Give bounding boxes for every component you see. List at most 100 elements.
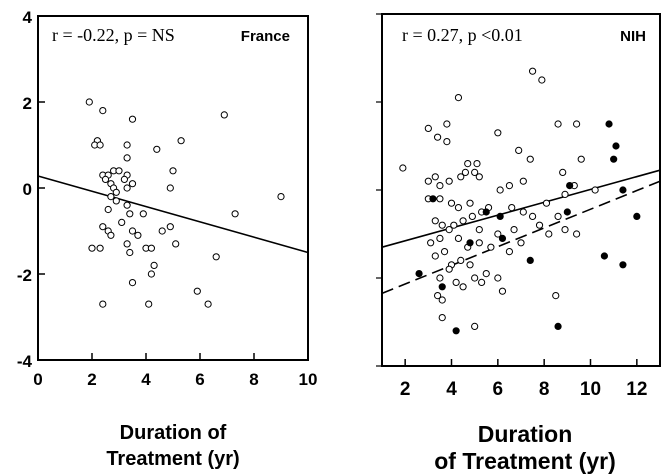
data-point-open-nih xyxy=(577,155,585,163)
data-point-open-nih xyxy=(454,234,463,242)
panel-label-nih: NIH xyxy=(620,28,646,45)
data-point-filled-nih xyxy=(498,234,507,242)
x-tick-label-nih: 2 xyxy=(400,379,411,400)
data-point-open-nih xyxy=(445,226,453,234)
data-point-filled-nih xyxy=(496,212,504,220)
data-point-open-france xyxy=(166,223,174,231)
data-point-open-nih xyxy=(454,204,463,212)
data-point-open-france xyxy=(126,210,134,218)
data-point-open-nih xyxy=(505,182,514,190)
data-point-open-nih xyxy=(461,168,469,176)
data-point-open-nih xyxy=(447,199,456,207)
data-point-open-nih xyxy=(457,173,465,181)
data-point-open-nih xyxy=(573,230,581,238)
data-point-open-france xyxy=(145,300,153,308)
data-point-open-nih xyxy=(545,230,553,238)
chart-panel-nih: 2 4 6 8 10 12 r = 0.27, p <0.01 NIH Duration … xyxy=(376,13,661,474)
data-point-open-nih xyxy=(515,146,523,154)
y-tick-label-france: -4 xyxy=(17,352,33,371)
data-point-open-nih xyxy=(466,199,474,207)
data-point-open-nih xyxy=(561,226,569,234)
data-point-open-france xyxy=(123,141,131,149)
regression-line-solid-nih xyxy=(381,169,661,248)
data-point-open-nih xyxy=(554,212,562,220)
data-point-open-nih xyxy=(457,256,465,264)
data-point-filled-nih xyxy=(619,186,627,194)
data-point-open-france xyxy=(166,184,174,192)
regression-line-solid-france xyxy=(37,175,309,254)
x-tick-label-france: 2 xyxy=(87,370,96,389)
data-point-open-france xyxy=(231,210,239,218)
data-point-open-france xyxy=(147,270,155,278)
x-tick-label-france: 6 xyxy=(195,370,204,389)
chart-marks-france: 0 2 4 6 8 10 -4 -2 0 2 4 xyxy=(17,8,318,389)
data-point-open-nih xyxy=(519,208,527,216)
data-point-filled-nih xyxy=(554,322,562,330)
data-point-open-france xyxy=(134,231,142,239)
data-point-open-france xyxy=(85,98,93,106)
data-point-open-france xyxy=(123,201,131,209)
data-point-open-nih xyxy=(471,322,479,330)
data-point-filled-nih xyxy=(526,256,534,264)
panel-label-france: France xyxy=(241,28,290,45)
data-point-open-france xyxy=(123,184,131,192)
data-point-open-france xyxy=(123,240,131,248)
data-point-open-nih xyxy=(482,270,490,278)
x-axis-label-nih-line-1: Duration xyxy=(478,421,573,447)
data-point-open-nih xyxy=(431,217,439,225)
data-point-open-france xyxy=(172,240,180,248)
data-point-filled-nih xyxy=(605,120,613,128)
x-tick-label-france: 0 xyxy=(33,370,42,389)
data-point-open-nih xyxy=(561,190,569,198)
data-point-open-nih xyxy=(496,186,504,194)
data-point-open-france xyxy=(128,279,137,287)
data-point-open-france xyxy=(193,287,201,295)
x-tick-label-nih: 4 xyxy=(446,379,457,400)
data-point-open-nih xyxy=(438,296,446,304)
data-point-open-france xyxy=(96,141,104,149)
data-point-open-nih xyxy=(487,243,495,251)
data-point-open-nih xyxy=(526,155,534,163)
data-point-open-nih xyxy=(445,265,453,273)
data-point-open-france xyxy=(118,218,126,226)
data-point-open-france xyxy=(107,231,115,239)
data-point-open-nih xyxy=(508,204,516,212)
data-point-open-nih xyxy=(494,230,502,238)
data-point-open-nih xyxy=(471,168,479,176)
data-point-filled-nih xyxy=(466,239,474,247)
data-point-open-nih xyxy=(478,278,486,286)
data-point-open-nih xyxy=(434,292,442,300)
data-point-open-nih xyxy=(443,138,451,146)
data-point-open-nih xyxy=(519,177,527,185)
data-point-open-france xyxy=(99,107,107,115)
data-point-open-nih xyxy=(399,164,407,172)
data-point-open-nih xyxy=(424,177,432,185)
data-point-open-france xyxy=(212,253,220,261)
data-point-open-nih xyxy=(459,283,467,291)
x-axis-label-france-line-2: Treatment (yr) xyxy=(106,448,239,470)
y-tick-label-france: 4 xyxy=(23,8,33,27)
data-point-open-nih xyxy=(443,120,451,128)
x-tick-label-france: 4 xyxy=(141,370,151,389)
data-point-open-france xyxy=(101,175,110,183)
data-point-open-france xyxy=(177,137,185,145)
data-point-open-nih xyxy=(498,287,507,295)
data-point-open-nih xyxy=(528,212,537,220)
regression-line-dashed-nih xyxy=(381,180,661,295)
data-point-open-nih xyxy=(538,76,546,84)
data-point-open-nih xyxy=(473,160,481,168)
stat-annotation-nih: r = 0.27, p <0.01 xyxy=(402,25,523,45)
data-point-open-france xyxy=(128,115,137,123)
data-point-open-nih xyxy=(554,120,562,128)
data-point-filled-nih xyxy=(633,212,641,220)
data-point-open-nih xyxy=(434,133,442,141)
data-point-open-nih xyxy=(559,168,567,176)
data-point-open-nih xyxy=(440,248,449,256)
data-point-open-france xyxy=(120,175,129,183)
data-point-open-nih xyxy=(475,239,483,247)
data-point-filled-nih xyxy=(429,195,437,203)
data-point-filled-nih xyxy=(563,208,571,216)
data-point-open-nih xyxy=(573,120,581,128)
data-point-filled-nih xyxy=(415,270,423,278)
